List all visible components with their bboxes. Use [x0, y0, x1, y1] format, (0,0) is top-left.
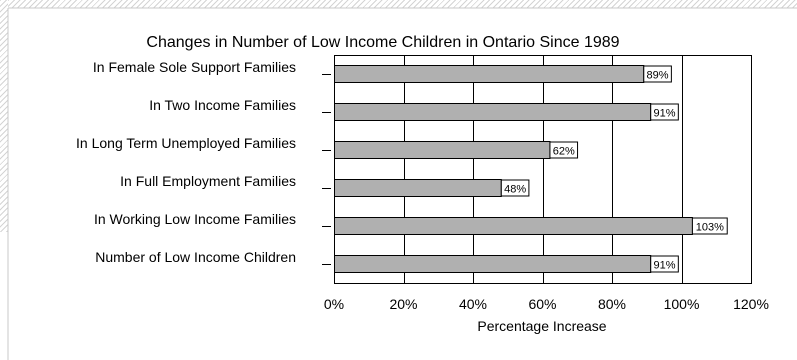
bar [334, 141, 551, 159]
category-label: In Long Term Unemployed Families [76, 135, 296, 151]
data-label: 48% [504, 184, 526, 196]
x-tick-label: 100% [664, 296, 700, 312]
bar [334, 103, 652, 121]
bar [334, 65, 645, 83]
hatch-frame-top [8, 0, 797, 8]
plot-frame [334, 55, 752, 284]
x-tick-label: 0% [324, 296, 344, 312]
data-label-box [643, 65, 672, 83]
x-tick-labels: 0% 20% 40% 60% 80% 100% 120% [324, 296, 769, 312]
category-label: In Working Low Income Families [94, 211, 296, 227]
bar [334, 217, 693, 235]
data-label: 103% [696, 222, 724, 234]
x-tick-label: 40% [459, 296, 487, 312]
x-tick-label: 20% [389, 296, 417, 312]
data-label-box [549, 141, 579, 159]
data-label-box [650, 103, 679, 121]
category-label: In Female Sole Support Families [93, 59, 296, 75]
category-labels: In Female Sole Support Families In Two In… [76, 59, 331, 265]
x-axis-title: Percentage Increase [477, 318, 606, 334]
x-tick-label: 120% [733, 296, 769, 312]
chart-title: Changes in Number of Low Income Children… [146, 34, 619, 51]
x-tick-label: 60% [528, 296, 556, 312]
bars: 89% 91% 62% 48% 103% 91% [334, 65, 728, 273]
data-label-box [691, 217, 728, 235]
bar [334, 179, 502, 197]
bar [334, 255, 652, 273]
data-label: 91% [654, 108, 676, 120]
data-label: 62% [553, 146, 575, 158]
category-label: In Two Income Families [149, 97, 296, 113]
grid-lines [334, 55, 752, 284]
category-label: Number of Low Income Children [95, 249, 296, 265]
data-label: 91% [654, 260, 676, 272]
category-label: In Full Employment Families [120, 173, 296, 189]
data-label-box [650, 255, 679, 273]
data-label-box [500, 179, 530, 197]
x-tick-label: 80% [598, 296, 626, 312]
hatch-frame-left [0, 0, 8, 232]
data-label: 89% [647, 70, 669, 82]
